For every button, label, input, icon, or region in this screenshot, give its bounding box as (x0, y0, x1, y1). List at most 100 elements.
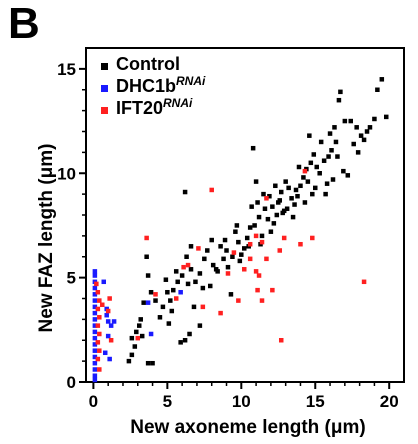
data-point (153, 298, 158, 303)
data-point (145, 360, 151, 366)
data-point (298, 183, 303, 189)
data-point (253, 179, 259, 184)
data-point (283, 179, 288, 184)
legend-marker (101, 85, 108, 92)
data-point (225, 271, 231, 276)
data-point (351, 141, 356, 147)
data-point (244, 235, 250, 241)
data-point (94, 281, 99, 287)
data-point (270, 204, 275, 209)
data-point (296, 164, 302, 170)
data-point (200, 304, 206, 310)
data-point (92, 329, 98, 335)
data-point (97, 331, 102, 337)
data-point (348, 118, 354, 124)
data-point (169, 308, 175, 314)
data-point (307, 133, 312, 138)
data-point (324, 181, 330, 186)
data-point (228, 292, 234, 297)
data-point (330, 177, 336, 182)
data-point (97, 367, 102, 372)
data-point (225, 264, 231, 270)
data-point (259, 239, 265, 245)
data-point (335, 154, 340, 159)
data-point (308, 160, 314, 166)
data-point (92, 367, 98, 372)
y-tick-label: 10 (57, 164, 76, 183)
data-point (111, 319, 117, 324)
data-point (104, 312, 109, 318)
legend-marker (101, 63, 108, 70)
data-point (252, 223, 257, 228)
data-point (255, 287, 260, 293)
data-point (136, 323, 142, 328)
data-point (92, 317, 98, 322)
data-point (134, 329, 139, 335)
data-point (92, 373, 98, 378)
data-point (298, 241, 303, 247)
data-point (139, 333, 145, 339)
data-point (144, 235, 149, 241)
data-point (293, 187, 299, 193)
data-point (372, 116, 377, 122)
data-point (327, 131, 333, 136)
data-point (92, 273, 98, 278)
data-point (92, 304, 98, 310)
data-point (150, 360, 155, 366)
data-point (317, 171, 322, 176)
data-point (95, 340, 101, 345)
data-point (97, 348, 102, 353)
data-point (314, 164, 319, 170)
data-points (92, 77, 389, 383)
data-point (108, 323, 114, 328)
data-point (273, 183, 278, 189)
data-point (209, 187, 214, 193)
data-point (329, 148, 334, 153)
data-point (107, 296, 112, 301)
data-point (364, 129, 370, 134)
x-axis-label: New axoneme length (μm) (130, 417, 365, 438)
data-point (336, 97, 342, 103)
data-point (256, 214, 262, 220)
data-point (281, 235, 287, 241)
data-point (313, 185, 318, 191)
data-point (355, 150, 361, 155)
data-point (92, 285, 98, 291)
data-point (92, 298, 98, 303)
data-point (185, 262, 191, 268)
data-point (166, 321, 172, 326)
data-point (100, 302, 105, 308)
data-point (107, 356, 112, 362)
legend-marker (101, 107, 108, 114)
data-point (333, 139, 339, 145)
x-tick-label: 10 (232, 392, 251, 411)
data-point (242, 246, 247, 251)
series-control (126, 77, 389, 366)
y-tick-label: 0 (67, 373, 76, 392)
data-point (153, 292, 158, 297)
series-ift20 (94, 168, 367, 372)
data-point (310, 235, 315, 241)
data-point (221, 256, 226, 262)
data-point (105, 319, 111, 324)
data-point (163, 277, 169, 282)
data-point (215, 269, 220, 274)
data-point (92, 269, 98, 274)
x-tick-label: 0 (89, 392, 98, 411)
data-point (179, 273, 185, 278)
data-point (185, 281, 191, 287)
data-point (345, 173, 351, 178)
data-point (278, 189, 284, 195)
data-point (184, 254, 189, 259)
data-point (305, 179, 311, 184)
data-point (311, 152, 317, 157)
data-point (135, 335, 141, 341)
data-point (384, 114, 389, 120)
data-point (218, 244, 223, 249)
data-point (144, 254, 149, 259)
data-point (290, 214, 296, 220)
data-point (361, 137, 367, 143)
data-point (173, 296, 179, 301)
